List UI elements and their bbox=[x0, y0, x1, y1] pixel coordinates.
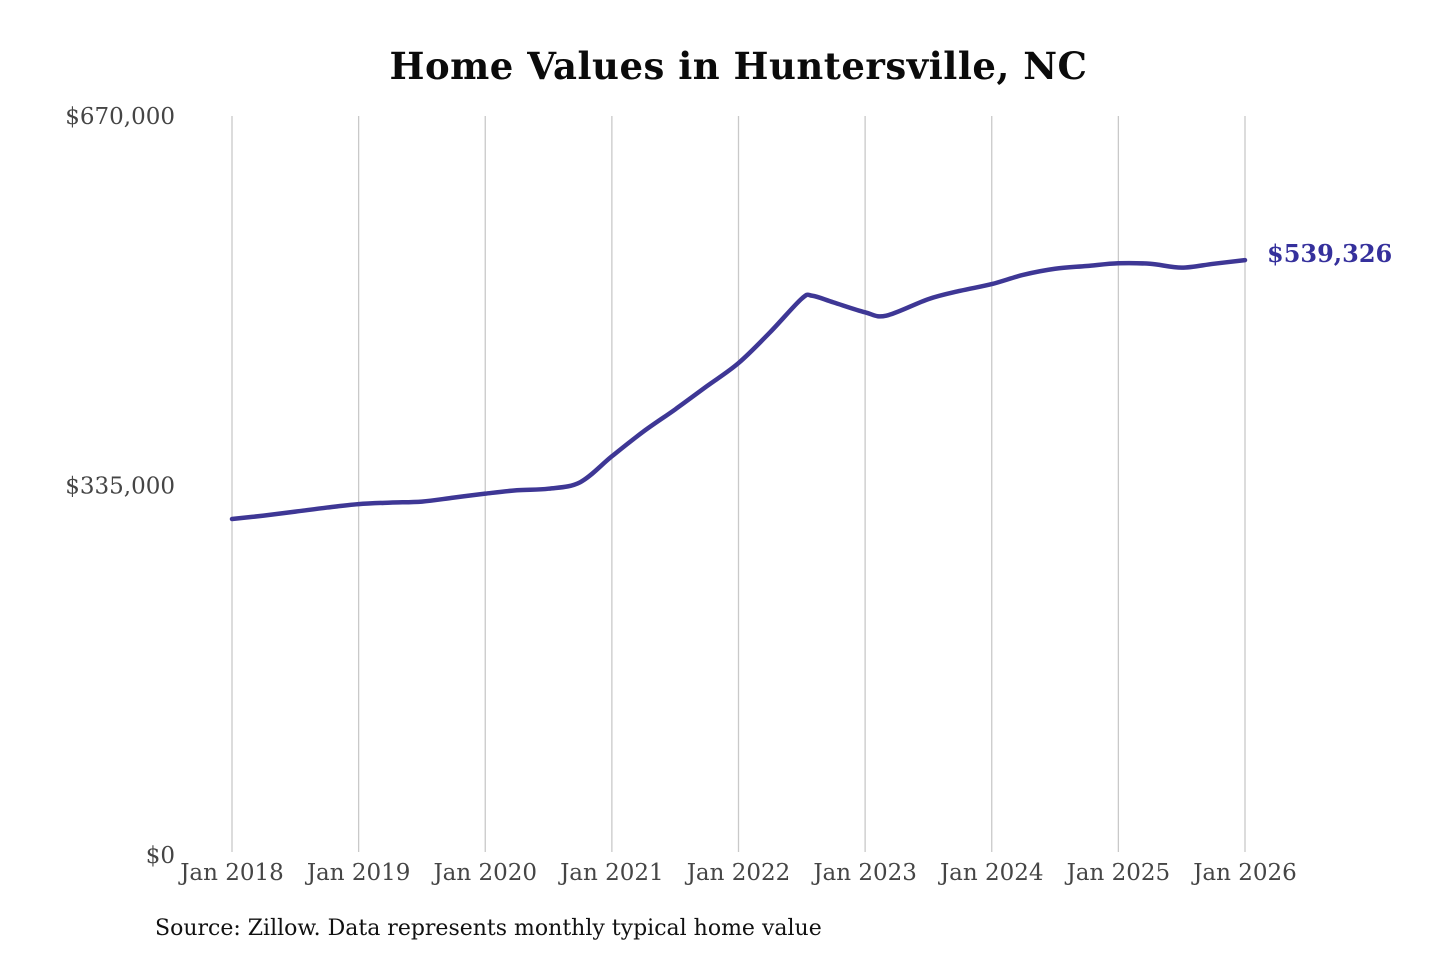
x-axis-tick-label: Jan 2018 bbox=[178, 860, 284, 886]
home-value-line bbox=[229, 257, 1248, 522]
y-axis-tick-label: $0 bbox=[146, 843, 175, 869]
chart-title: Home Values in Huntersville, NC bbox=[389, 44, 1088, 88]
y-axis-tick-label: $670,000 bbox=[65, 104, 175, 130]
x-axis-tick-label: Jan 2020 bbox=[431, 860, 537, 886]
x-axis-tick-label: Jan 2023 bbox=[811, 860, 917, 886]
x-axis-tick-label: Jan 2024 bbox=[938, 860, 1044, 886]
x-axis-tick-label: Jan 2021 bbox=[558, 860, 664, 886]
x-axis-tick-label: Jan 2022 bbox=[685, 860, 791, 886]
x-axis-tick-label: Jan 2019 bbox=[305, 860, 411, 886]
latest-value-label: $539,326 bbox=[1267, 239, 1392, 268]
source-note: Source: Zillow. Data represents monthly … bbox=[155, 916, 822, 941]
x-axis-tick-label: Jan 2026 bbox=[1191, 860, 1297, 886]
x-axis-tick-label: Jan 2025 bbox=[1065, 860, 1171, 886]
y-axis-tick-label: $335,000 bbox=[65, 474, 175, 500]
